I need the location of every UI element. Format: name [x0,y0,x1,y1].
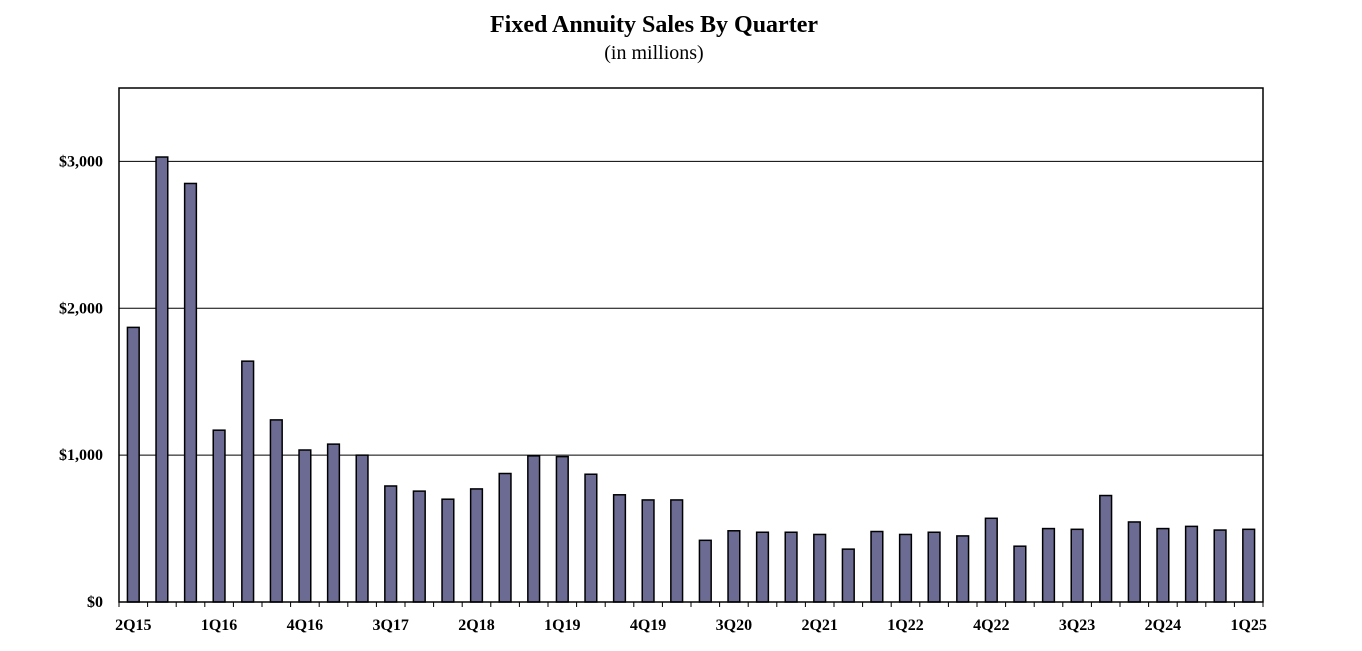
gridlines [119,160,1263,456]
x-tick-label: 2Q18 [458,617,494,634]
y-tick-label: $0 [87,594,103,611]
bar-1Q23 [1013,545,1027,603]
bar-2Q20 [698,539,712,603]
bar-2Q23 [1041,527,1056,603]
bar-2Q24 [1156,527,1170,603]
bar-1Q17 [326,443,341,603]
plot-area-frame [118,87,1264,603]
bars [126,156,1256,603]
x-tick-label: 1Q22 [887,617,923,634]
x-tick-label: 1Q25 [1230,617,1266,634]
bar-2Q17 [355,454,369,603]
bar-1Q24 [1127,521,1141,603]
bar-1Q20 [670,499,684,603]
x-tick-label: 2Q24 [1145,617,1181,634]
x-tick-label: 4Q16 [287,617,323,634]
bar-4Q21 [870,530,884,603]
bar-4Q23 [1099,494,1113,603]
bar-4Q22 [984,517,998,603]
bar-3Q20 [727,530,741,603]
bar-4Q18 [527,455,541,603]
bar-3Q21 [841,548,855,603]
y-tick-label: $1,000 [59,447,103,464]
x-axis-ticks: 2Q15 1Q16 4Q16 3Q17 2Q18 1Q19 4Q19 3Q20 2Q21 1Q22… [115,602,1267,634]
x-tick-label: 2Q21 [801,617,837,634]
x-tick-label: 1Q16 [201,617,237,634]
bar-2Q18 [469,488,484,603]
bar-3Q15 [155,156,169,603]
bar-3Q22 [956,535,970,603]
chart-subtitle: (in millions) [604,42,704,64]
x-tick-label: 3Q20 [716,617,752,634]
x-tick-label: 4Q22 [973,617,1009,634]
x-tick-label: 2Q15 [115,617,151,634]
bar-2Q21 [813,533,827,603]
y-tick-label: $2,000 [59,300,103,317]
bar-2Q22 [927,531,941,603]
bar-4Q15 [183,182,198,603]
bar-1Q18 [441,498,455,603]
bar-1Q16 [212,429,226,603]
x-tick-label: 4Q19 [630,617,666,634]
bar-3Q17 [384,485,398,603]
bar-2Q15 [126,326,140,603]
bar-4Q16 [298,449,312,603]
bar-4Q20 [755,531,770,603]
bar-3Q24 [1184,525,1199,603]
bar-2Q16 [241,360,255,603]
y-tick-label: $3,000 [59,153,103,170]
bar-3Q19 [612,494,627,603]
bar-1Q25 [1242,528,1256,603]
y-axis-ticks: $0 $1,000 $2,000 $3,000 [59,153,103,611]
bar-3Q18 [498,472,512,603]
bar-2Q19 [584,473,598,603]
bar-1Q22 [898,533,913,603]
x-tick-label: 1Q19 [544,617,580,634]
bar-3Q23 [1070,528,1084,603]
bar-4Q19 [641,499,655,603]
chart-title: Fixed Annuity Sales By Quarter [489,12,819,38]
bar-1Q19 [555,455,569,603]
bar-3Q16 [269,419,283,603]
bar-4Q24 [1213,529,1227,603]
x-tick-label: 3Q17 [372,617,408,634]
bar-4Q17 [412,490,426,603]
bar-1Q21 [784,531,798,603]
x-tick-label: 3Q23 [1059,617,1095,634]
